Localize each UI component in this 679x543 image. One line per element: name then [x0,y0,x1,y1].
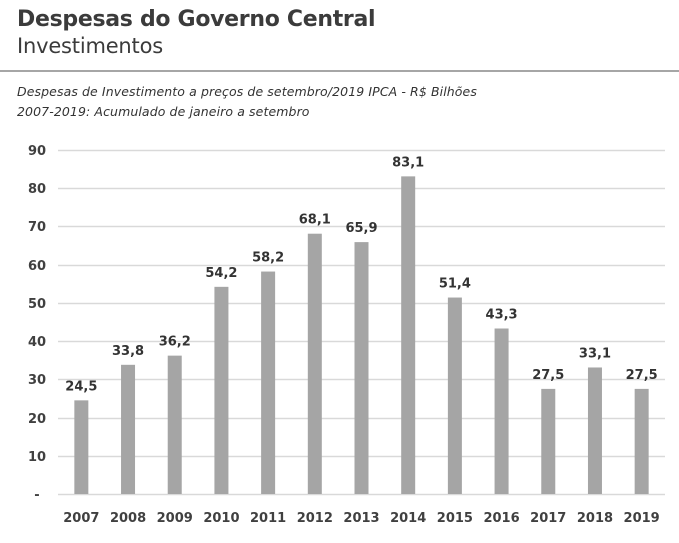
x-axis: 2007 2008 2009 2010 2011 2012 2013 2014 2015 2016… [63,511,659,526]
bar [261,271,276,494]
data-label: 43,3 [486,307,518,322]
bar [74,400,89,494]
bar [307,233,322,494]
data-label: 83,1 [392,155,424,170]
bar [401,176,416,494]
y-axis: - 10 20 30 40 50 60 70 80 90 [28,144,46,503]
bar [494,328,509,494]
x-tick-label: 2011 [250,511,286,526]
chart-subtitle: Investimentos [17,34,163,58]
data-label: 27,5 [532,368,564,383]
bar [634,388,649,494]
y-tick-label: 30 [28,373,46,388]
chart-note-units: Despesas de Investimento a preços de set… [17,84,477,99]
x-tick-label: 2009 [157,511,193,526]
y-tick-label: 80 [28,182,46,197]
data-labels: 24,5 33,8 36,2 54,2 58,2 68,1 65,9 83,1 51,4 43,3… [65,155,657,394]
bar [447,297,462,494]
data-label: 36,2 [159,335,191,350]
y-tick-label: - [34,488,39,503]
y-tick-label: 20 [28,412,46,427]
y-tick-label: 40 [28,335,46,350]
data-label: 54,2 [205,266,237,281]
x-tick-label: 2014 [390,511,426,526]
data-label: 33,8 [112,344,144,359]
x-tick-label: 2010 [203,511,239,526]
bar [214,286,229,494]
y-tick-label: 10 [28,450,46,465]
bar [354,242,369,494]
x-tick-label: 2019 [624,511,660,526]
bar [541,388,556,494]
data-label: 24,5 [65,379,97,394]
x-tick-label: 2012 [297,511,333,526]
data-label: 58,2 [252,251,284,266]
x-tick-label: 2008 [110,511,146,526]
bar [587,367,602,494]
bar [121,364,136,494]
y-tick-label: 50 [28,297,46,312]
chart-title: Despesas do Governo Central [17,7,376,32]
x-tick-label: 2016 [483,511,519,526]
data-label: 68,1 [299,213,331,228]
bars [74,176,649,494]
chart-note-period: 2007-2019: Acumulado de janeiro a setemb… [17,104,310,119]
bar [167,355,182,494]
x-tick-label: 2007 [63,511,99,526]
data-label: 27,5 [626,368,658,383]
x-tick-label: 2013 [343,511,379,526]
x-tick-label: 2018 [577,511,613,526]
data-label: 51,4 [439,277,471,292]
y-tick-label: 70 [28,220,46,235]
x-tick-label: 2015 [437,511,473,526]
data-label: 65,9 [345,221,377,236]
header-separator [0,70,679,72]
y-tick-label: 60 [28,259,46,274]
y-tick-label: 90 [28,144,46,159]
x-tick-label: 2017 [530,511,566,526]
data-label: 33,1 [579,346,611,361]
